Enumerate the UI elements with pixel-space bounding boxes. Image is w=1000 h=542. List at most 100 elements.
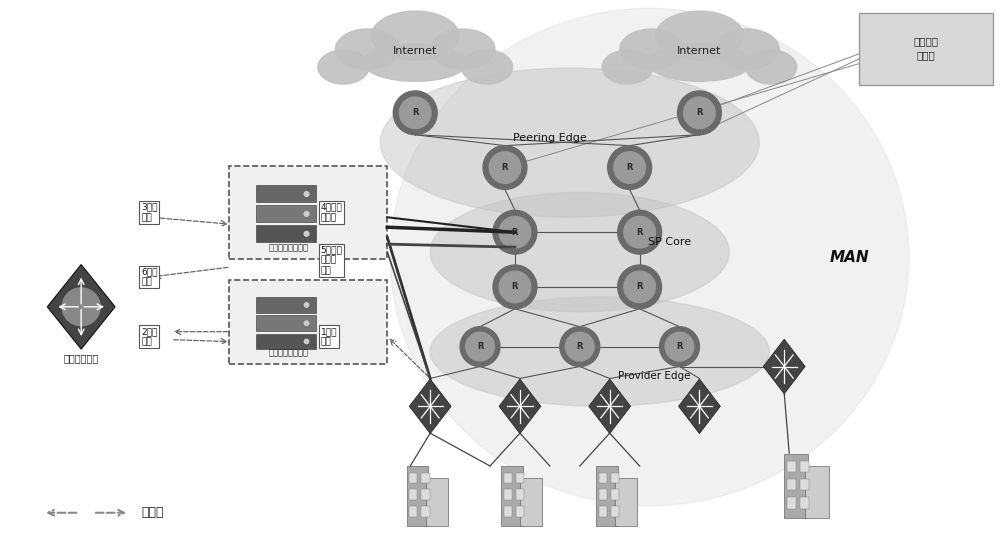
Circle shape — [624, 216, 655, 248]
FancyBboxPatch shape — [800, 479, 809, 491]
FancyBboxPatch shape — [229, 165, 387, 259]
FancyBboxPatch shape — [787, 461, 796, 472]
Ellipse shape — [318, 50, 369, 84]
FancyBboxPatch shape — [229, 280, 387, 364]
FancyBboxPatch shape — [504, 473, 512, 483]
FancyBboxPatch shape — [409, 473, 417, 483]
Circle shape — [624, 271, 655, 302]
Ellipse shape — [335, 29, 399, 69]
Text: R: R — [477, 342, 483, 351]
Polygon shape — [596, 466, 618, 526]
FancyBboxPatch shape — [800, 497, 809, 508]
Text: 6攻击
解除: 6攻击 解除 — [141, 267, 158, 287]
Ellipse shape — [620, 29, 683, 69]
Ellipse shape — [602, 50, 653, 84]
Ellipse shape — [371, 11, 459, 60]
FancyBboxPatch shape — [787, 497, 796, 508]
Ellipse shape — [431, 29, 495, 69]
Polygon shape — [256, 315, 316, 331]
FancyBboxPatch shape — [516, 473, 524, 483]
Text: R: R — [512, 282, 518, 292]
FancyBboxPatch shape — [516, 506, 524, 517]
Circle shape — [304, 231, 309, 236]
Text: R: R — [636, 282, 643, 292]
Circle shape — [304, 339, 309, 344]
Text: R: R — [696, 108, 703, 117]
Circle shape — [493, 210, 537, 254]
Circle shape — [483, 146, 527, 189]
Polygon shape — [763, 339, 805, 394]
FancyBboxPatch shape — [611, 506, 619, 517]
Text: R: R — [636, 228, 643, 237]
Circle shape — [608, 146, 652, 189]
FancyBboxPatch shape — [421, 506, 430, 517]
FancyBboxPatch shape — [421, 473, 430, 483]
Ellipse shape — [380, 68, 759, 217]
Text: 2攻击
告警: 2攻击 告警 — [141, 327, 157, 346]
FancyBboxPatch shape — [787, 479, 796, 491]
FancyBboxPatch shape — [409, 506, 417, 517]
Text: 1流量
镜像: 1流量 镜像 — [321, 327, 337, 346]
Text: 3防御
部署: 3防御 部署 — [141, 203, 158, 222]
Circle shape — [62, 288, 100, 326]
Text: 异常流量探测部件: 异常流量探测部件 — [269, 349, 309, 358]
FancyBboxPatch shape — [421, 489, 430, 500]
FancyBboxPatch shape — [599, 506, 607, 517]
Circle shape — [399, 97, 431, 128]
Circle shape — [499, 216, 531, 248]
Polygon shape — [501, 466, 523, 526]
Text: 5回注清
洗后的
流量: 5回注清 洗后的 流量 — [321, 245, 342, 275]
Text: MAN: MAN — [829, 249, 869, 264]
Circle shape — [304, 192, 309, 196]
Text: 业务管理平台: 业务管理平台 — [64, 353, 99, 364]
Polygon shape — [256, 333, 316, 349]
FancyBboxPatch shape — [611, 473, 619, 483]
Ellipse shape — [648, 44, 751, 81]
Polygon shape — [409, 379, 451, 434]
Text: 4牵引攻
击流量: 4牵引攻 击流量 — [321, 203, 342, 222]
Text: R: R — [512, 228, 518, 237]
Circle shape — [466, 332, 494, 361]
Ellipse shape — [462, 50, 513, 84]
Text: R: R — [577, 342, 583, 351]
Circle shape — [489, 152, 521, 183]
Circle shape — [684, 97, 715, 128]
Circle shape — [499, 271, 531, 302]
Text: Internet: Internet — [393, 46, 437, 56]
Ellipse shape — [715, 29, 779, 69]
Circle shape — [565, 332, 594, 361]
Text: R: R — [502, 163, 508, 172]
Circle shape — [304, 303, 309, 307]
FancyBboxPatch shape — [409, 489, 417, 500]
Polygon shape — [256, 205, 316, 222]
Circle shape — [618, 265, 662, 309]
FancyBboxPatch shape — [800, 461, 809, 472]
FancyBboxPatch shape — [516, 489, 524, 500]
Text: Internet: Internet — [677, 46, 722, 56]
FancyBboxPatch shape — [859, 14, 993, 85]
Ellipse shape — [390, 8, 909, 506]
Circle shape — [618, 210, 662, 254]
Polygon shape — [426, 478, 448, 526]
Circle shape — [660, 327, 699, 366]
FancyBboxPatch shape — [599, 489, 607, 500]
Ellipse shape — [746, 50, 797, 84]
Circle shape — [678, 91, 721, 135]
Polygon shape — [679, 379, 720, 434]
Ellipse shape — [363, 44, 467, 81]
FancyBboxPatch shape — [504, 489, 512, 500]
Circle shape — [304, 321, 309, 325]
Polygon shape — [256, 297, 316, 313]
Polygon shape — [499, 379, 541, 434]
Polygon shape — [407, 466, 428, 526]
Circle shape — [665, 332, 694, 361]
Polygon shape — [256, 185, 316, 202]
Polygon shape — [47, 264, 115, 349]
FancyBboxPatch shape — [611, 489, 619, 500]
Ellipse shape — [430, 297, 769, 406]
Text: R: R — [412, 108, 418, 117]
Polygon shape — [589, 379, 631, 434]
Polygon shape — [256, 225, 316, 242]
Text: 策略路由
部署点: 策略路由 部署点 — [913, 36, 938, 60]
Text: Peering Edge: Peering Edge — [513, 133, 587, 143]
